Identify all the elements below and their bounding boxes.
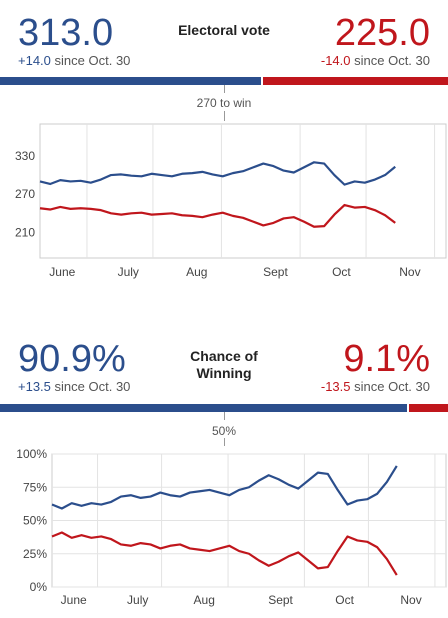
dem-winning-since: since Oct. 30: [54, 379, 131, 394]
win-series-line-0: [51, 465, 398, 510]
win-x-tick-label: Aug: [194, 593, 215, 607]
chance-of-winning-title: Chance of Winning: [190, 348, 258, 381]
electoral-vote-chart: 330 270 210 June July Aug Sept Oct Nov: [15, 123, 447, 279]
threshold-label: 270 to win: [196, 96, 252, 110]
chance-of-winning-chart: 100% 75% 50% 25% 0% June July Aug Sept Oct Nov: [16, 447, 447, 607]
midpoint-label: 50%: [211, 424, 237, 438]
win-x-tick-label: Oct: [335, 593, 354, 607]
ev-x-tick-label: Aug: [186, 265, 207, 279]
ev-y-tick-label: 330: [15, 149, 35, 163]
win-y-tick-label: 25%: [23, 547, 47, 561]
win-x-tick-label: June: [61, 593, 87, 607]
win-y-tick-label: 75%: [23, 480, 47, 494]
win-series-line-1: [51, 531, 398, 576]
rep-electoral-change: -14.0 since Oct. 30: [321, 53, 430, 68]
win-x-tick-label: Nov: [400, 593, 421, 607]
dem-winning-value: 90.9%: [18, 338, 126, 380]
rep-winning-bar: [409, 404, 448, 412]
dem-winning-change-number: +13.5: [18, 379, 51, 394]
ev-y-tick-label: 210: [15, 225, 35, 239]
ev-x-tick-label: July: [118, 265, 139, 279]
midpoint-tick: [224, 412, 225, 420]
ev-x-tick-label: Sept: [263, 265, 288, 279]
dem-electoral-since: since Oct. 30: [54, 53, 131, 68]
rep-winning-change: -13.5 since Oct. 30: [321, 379, 430, 394]
win-x-tick-label: Sept: [268, 593, 293, 607]
ev-x-tick-label: Nov: [399, 265, 420, 279]
dem-electoral-bar: [0, 77, 261, 85]
rep-winning-value: 9.1%: [343, 338, 430, 380]
win-y-tick-label: 100%: [16, 447, 47, 461]
ev-x-tick-label: Oct: [332, 265, 351, 279]
electoral-vote-title: Electoral vote: [178, 22, 270, 38]
dem-winning-change: +13.5 since Oct. 30: [18, 379, 130, 394]
dem-electoral-value: 313.0: [18, 12, 114, 54]
ev-plot-frame: [39, 123, 447, 259]
win-y-tick-label: 0%: [30, 580, 48, 594]
win-x-tick-label: July: [127, 593, 148, 607]
rep-electoral-bar: [263, 77, 448, 85]
rep-winning-since: since Oct. 30: [354, 379, 430, 394]
dem-electoral-change: +14.0 since Oct. 30: [18, 53, 130, 68]
electoral-vote-panel: 313.0 +14.0 since Oct. 30 Electoral vote…: [0, 0, 448, 300]
win-y-tick-label: 50%: [23, 514, 47, 528]
ev-series-line-0: [39, 161, 396, 186]
threshold-tick: [224, 85, 225, 93]
dem-winning-bar: [0, 404, 407, 412]
rep-electoral-since: since Oct. 30: [354, 53, 430, 68]
ev-x-tick-label: June: [49, 265, 75, 279]
rep-winning-change-number: -13.5: [320, 379, 351, 394]
chance-of-winning-panel: 90.9% +13.5 since Oct. 30 Chance of Winn…: [0, 330, 448, 618]
midpoint-tick-lower: [224, 438, 225, 446]
rep-electoral-value: 225.0: [334, 12, 430, 54]
dem-electoral-change-number: +14.0: [18, 53, 51, 68]
ev-y-tick-label: 270: [15, 187, 35, 201]
ev-series-line-1: [39, 203, 396, 228]
threshold-tick-lower: [224, 111, 225, 121]
rep-electoral-change-number: -14.0: [320, 53, 351, 68]
